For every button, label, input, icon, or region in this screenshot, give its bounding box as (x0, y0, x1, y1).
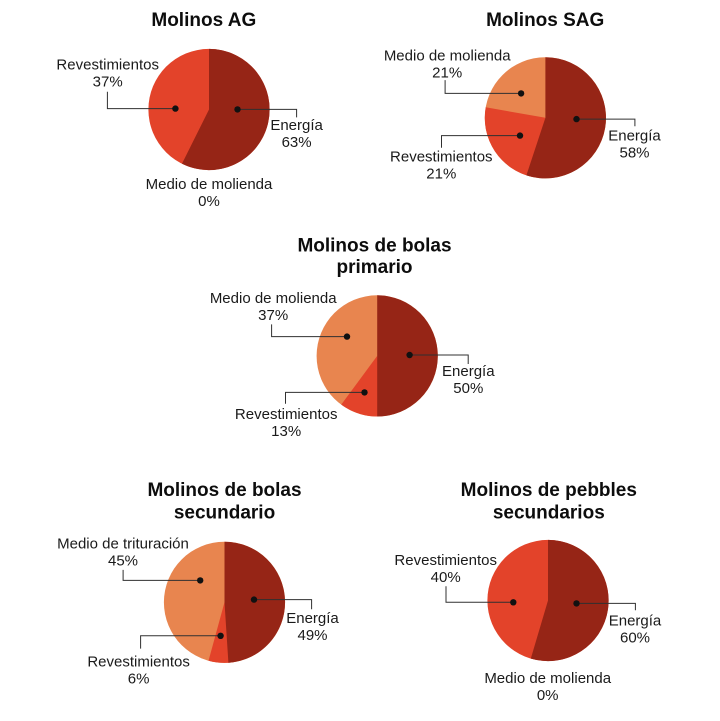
svg-text:40%: 40% (431, 569, 461, 586)
svg-text:0%: 0% (198, 193, 220, 210)
svg-text:Revestimientos: Revestimientos (56, 56, 159, 73)
svg-text:21%: 21% (426, 166, 456, 183)
svg-text:Molinos de bolas: Molinos de bolas (297, 236, 451, 257)
svg-text:Revestimientos: Revestimientos (394, 552, 497, 569)
svg-text:Energía: Energía (270, 117, 323, 134)
svg-text:6%: 6% (128, 671, 150, 688)
svg-text:Medio de molienda: Medio de molienda (210, 290, 337, 307)
svg-text:Energía: Energía (609, 613, 662, 630)
svg-text:Revestimientos: Revestimientos (87, 654, 190, 671)
svg-text:49%: 49% (297, 627, 327, 644)
svg-text:13%: 13% (271, 423, 301, 440)
svg-text:58%: 58% (619, 145, 649, 162)
svg-text:45%: 45% (108, 553, 138, 570)
svg-text:Revestimientos: Revestimientos (390, 149, 493, 166)
svg-text:Energía: Energía (286, 610, 339, 627)
svg-text:Medio de trituración: Medio de trituración (57, 536, 189, 553)
svg-text:Molinos de bolas: Molinos de bolas (147, 480, 301, 501)
svg-text:Energía: Energía (608, 128, 661, 145)
svg-text:0%: 0% (537, 687, 559, 704)
svg-text:37%: 37% (258, 307, 288, 324)
svg-text:secundarios: secundarios (493, 503, 605, 524)
svg-text:37%: 37% (93, 73, 123, 90)
svg-text:50%: 50% (453, 380, 483, 397)
svg-text:63%: 63% (282, 134, 312, 151)
svg-text:Medio de molienda: Medio de molienda (384, 48, 511, 65)
svg-text:primario: primario (336, 257, 412, 278)
svg-text:Medio de molienda: Medio de molienda (484, 670, 611, 687)
svg-text:Medio de molienda: Medio de molienda (146, 176, 273, 193)
svg-text:Revestimientos: Revestimientos (235, 406, 338, 423)
svg-text:Molinos SAG: Molinos SAG (486, 10, 604, 31)
svg-text:60%: 60% (620, 630, 650, 647)
svg-text:secundario: secundario (174, 503, 275, 524)
svg-text:Molinos AG: Molinos AG (151, 10, 256, 31)
svg-text:Molinos de pebbles: Molinos de pebbles (461, 480, 637, 501)
svg-text:21%: 21% (432, 65, 462, 82)
svg-text:Energía: Energía (442, 363, 495, 380)
